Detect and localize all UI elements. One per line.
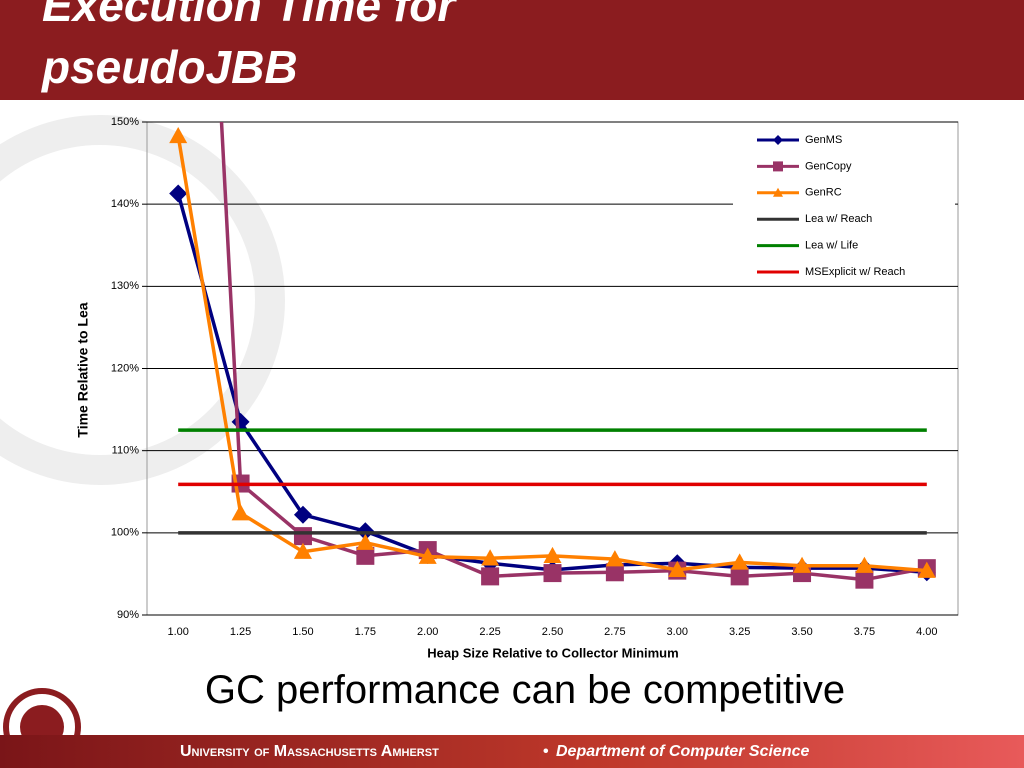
- marker: [293, 505, 312, 524]
- x-tick-label: 1.75: [355, 626, 376, 638]
- marker: [730, 553, 749, 570]
- series-line: [219, 122, 928, 582]
- legend-label: GenRC: [805, 187, 842, 199]
- marker: [481, 549, 500, 566]
- legend-marker: [773, 135, 783, 145]
- x-tick-label: 2.25: [479, 626, 500, 638]
- marker: [855, 556, 874, 573]
- marker: [293, 542, 312, 559]
- marker: [855, 570, 874, 589]
- marker: [418, 547, 437, 564]
- marker: [668, 560, 687, 578]
- legend-marker: [773, 161, 783, 172]
- legend-label: Lea w/ Life: [805, 240, 858, 252]
- footer-department: Department of Computer Science: [556, 743, 810, 760]
- marker: [917, 561, 936, 578]
- marker: [730, 567, 749, 586]
- y-tick-label: 150%: [111, 116, 139, 128]
- legend-box: [733, 127, 955, 285]
- marker: [169, 126, 188, 144]
- x-tick-label: 2.50: [542, 626, 563, 638]
- footer-separator: •: [543, 743, 549, 760]
- marker: [543, 564, 562, 583]
- marker: [356, 533, 375, 550]
- x-tick-label: 3.25: [729, 626, 750, 638]
- marker: [356, 546, 375, 565]
- x-tick-label: 3.75: [854, 626, 875, 638]
- y-tick-label: 140%: [111, 198, 139, 210]
- footer-university: University of Massachusetts Amherst: [180, 743, 439, 760]
- marker: [543, 546, 562, 564]
- legend-label: Lea w/ Reach: [805, 213, 872, 225]
- y-tick-label: 100%: [111, 527, 139, 539]
- marker: [605, 563, 624, 582]
- y-tick-label: 120%: [111, 362, 139, 374]
- marker: [481, 567, 500, 586]
- footer: University of Massachusetts Amherst • De…: [0, 735, 1024, 768]
- marker: [169, 184, 188, 203]
- x-axis-label: Heap Size Relative to Collector Minimum: [427, 645, 678, 660]
- x-tick-label: 1.50: [292, 626, 313, 638]
- marker: [793, 556, 812, 573]
- slide-title: Execution Time for pseudoJBB: [42, 0, 456, 93]
- marker: [605, 550, 624, 567]
- y-tick-label: 130%: [111, 280, 139, 292]
- marker: [231, 504, 250, 521]
- y-tick-label: 90%: [117, 609, 139, 621]
- y-axis-label: Time Relative to Lea: [75, 302, 91, 437]
- y-tick-label: 110%: [112, 445, 140, 457]
- legend-label: MSExplicit w/ Reach: [805, 266, 905, 278]
- title-bar: Execution Time for pseudoJBB: [0, 0, 1024, 100]
- x-tick-label: 1.00: [167, 626, 188, 638]
- x-tick-label: 4.00: [916, 626, 937, 638]
- legend-label: GenCopy: [805, 160, 852, 172]
- subtitle: GC performance can be competitive: [204, 668, 846, 712]
- x-tick-label: 2.75: [604, 626, 625, 638]
- watermark-seal: [0, 115, 285, 485]
- legend-label: GenMS: [805, 134, 842, 146]
- x-tick-label: 3.50: [791, 626, 812, 638]
- x-tick-label: 1.25: [230, 626, 251, 638]
- legend-marker: [773, 187, 783, 197]
- marker: [293, 527, 312, 546]
- x-tick-label: 3.00: [667, 626, 688, 638]
- x-tick-label: 2.00: [417, 626, 438, 638]
